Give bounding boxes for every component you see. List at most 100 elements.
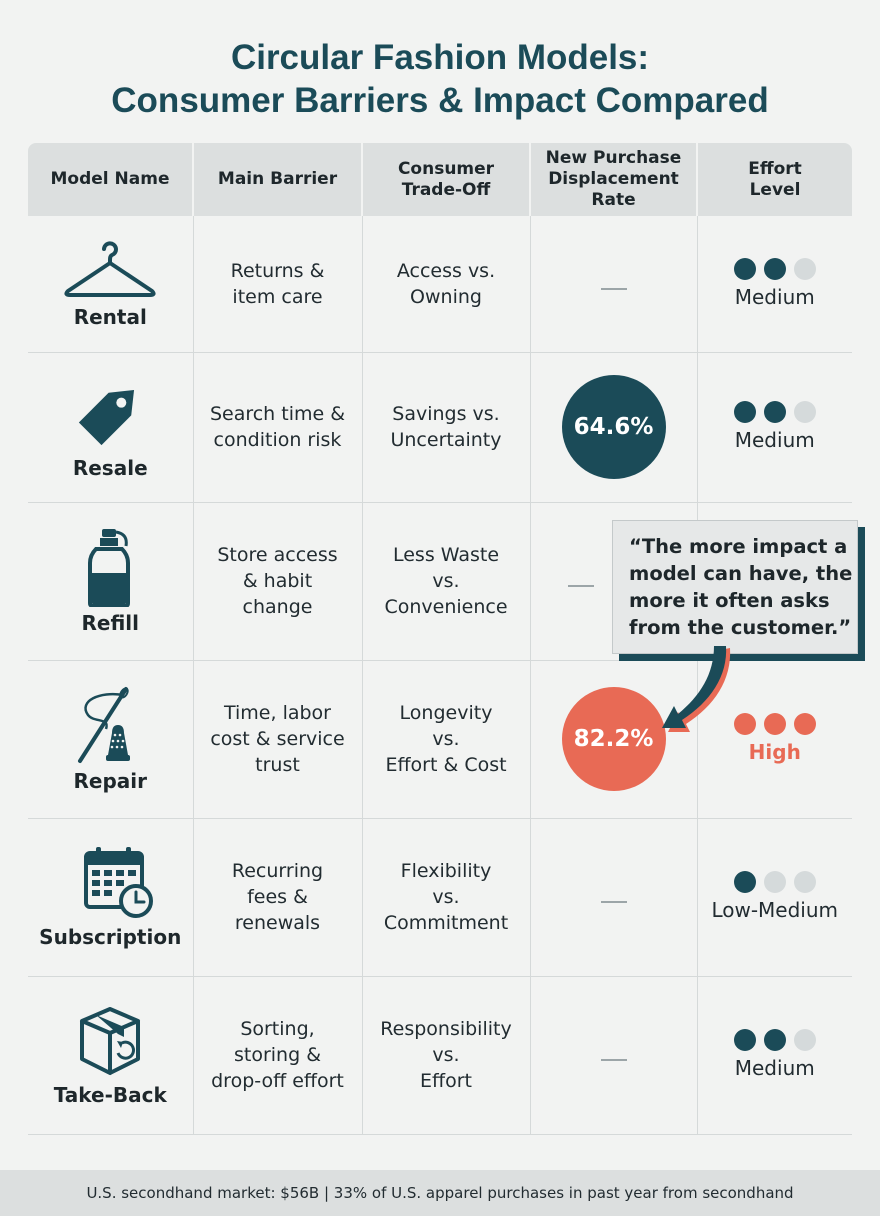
header-text: Trade-Off <box>401 179 491 200</box>
effort-cell: Low-Medium <box>696 818 853 977</box>
effort-cell: Medium <box>696 216 853 353</box>
table-row: Resale Search time & condition risk Savi… <box>28 352 853 503</box>
quote-callout: “The more impact a model can have, the m… <box>612 520 858 654</box>
model-cell: Rental <box>28 216 193 353</box>
header-text: New Purchase <box>545 148 682 168</box>
rate-circle: 82.2% <box>561 687 666 791</box>
model-cell: Refill <box>28 502 193 661</box>
effort-dot <box>733 1029 756 1051</box>
barrier-cell: Returns & item care <box>192 216 362 353</box>
empty-dash <box>600 287 627 290</box>
tradeoff-text: vs. <box>432 728 460 750</box>
empty-dash <box>567 585 594 587</box>
barrier-text: trust <box>255 754 300 776</box>
needle-thimble-icon <box>78 687 131 763</box>
tradeoff-text: Flexibility <box>400 860 492 882</box>
effort-cell: High <box>696 660 853 819</box>
model-cell: Subscription <box>28 818 193 977</box>
header-text: Rate <box>591 190 636 210</box>
header-text: Effort <box>748 158 802 179</box>
quote-line: more it often asks <box>629 589 830 612</box>
header-effort-level: Effort Level <box>696 143 852 216</box>
effort-dot <box>733 257 756 280</box>
effort-dot <box>733 871 756 893</box>
barrier-text: fees & <box>247 886 308 908</box>
barrier-text: Store access <box>217 544 338 566</box>
rate-cell <box>529 976 697 1135</box>
effort-label: Medium <box>734 1056 815 1080</box>
table-row: Rental Returns & item care Access vs. Ow… <box>28 216 853 353</box>
tradeoff-text: Effort <box>420 1070 472 1092</box>
barrier-text: Recurring <box>231 860 324 882</box>
barrier-text: cost & service <box>210 728 345 750</box>
tradeoff-text: Responsibility <box>380 1018 512 1040</box>
barrier-text: Time, labor <box>224 702 331 724</box>
price-tag-icon <box>79 389 135 446</box>
model-cell: Resale <box>28 352 193 503</box>
tradeoff-text: Commitment <box>383 912 509 934</box>
callout-arrow-icon <box>662 646 731 732</box>
barrier-cell: Time, labor cost & service trust <box>192 660 362 819</box>
header-text: Level <box>749 179 801 200</box>
barrier-cell: Store access & habit change <box>192 502 362 661</box>
header-consumer-tradeoff: Consumer Trade-Off <box>361 143 530 216</box>
tradeoff-text: Effort & Cost <box>385 754 507 776</box>
model-name: Repair <box>73 769 148 793</box>
barrier-text: storing & <box>233 1044 322 1066</box>
table-header-row: Model Name Main Barrier Consumer Trade-O… <box>28 143 852 216</box>
table-row: Subscription Recurring fees & renewals F… <box>28 818 853 977</box>
effort-dot <box>793 257 816 280</box>
barrier-cell: Recurring fees & renewals <box>192 818 362 977</box>
effort-dot <box>763 401 786 423</box>
effort-label: High <box>748 740 801 764</box>
effort-dots <box>698 871 853 893</box>
tradeoff-text: vs. <box>432 1044 460 1066</box>
barrier-cell: Sorting, storing & drop-off effort <box>192 976 362 1135</box>
rate-cell <box>529 818 697 977</box>
effort-dots <box>698 1029 853 1051</box>
effort-dot <box>793 871 816 893</box>
header-displacement-rate: New Purchase Displacement Rate <box>529 143 697 216</box>
effort-dot <box>763 713 786 735</box>
quote-line: from the customer.” <box>629 616 852 639</box>
model-name: Subscription <box>39 925 182 949</box>
tradeoff-cell: Flexibility vs. Commitment <box>361 818 530 977</box>
barrier-text: renewals <box>234 912 321 934</box>
effort-dot <box>763 871 786 893</box>
barrier-text: & habit <box>242 570 313 592</box>
barrier-text: Returns & <box>230 259 325 282</box>
tradeoff-cell: Savings vs. Uncertainty <box>361 352 530 503</box>
header-text: Displacement <box>548 169 679 189</box>
hanger-icon <box>64 241 156 297</box>
effort-dot <box>733 713 756 735</box>
barrier-text: condition risk <box>213 429 342 451</box>
barrier-text: Search time & <box>209 403 346 425</box>
barrier-text: drop-off effort <box>211 1070 344 1092</box>
model-name: Resale <box>72 456 148 480</box>
effort-label: Medium <box>734 284 815 309</box>
tradeoff-text: Less Waste <box>392 544 500 566</box>
effort-cell: Medium <box>696 352 853 503</box>
effort-dots <box>698 713 853 735</box>
rate-cell: 64.6% <box>529 352 697 503</box>
effort-dots <box>698 401 853 423</box>
tradeoff-text: Savings vs. <box>392 403 500 425</box>
barrier-text: item care <box>232 285 323 308</box>
effort-label: Medium <box>734 428 815 452</box>
tradeoff-cell: Longevity vs. Effort & Cost <box>361 660 530 819</box>
tradeoff-text: Owning <box>410 285 482 308</box>
model-name: Take-Back <box>53 1083 167 1107</box>
effort-dots <box>698 257 853 280</box>
empty-dash <box>600 901 627 903</box>
tradeoff-text: Convenience <box>384 596 508 618</box>
bottle-icon <box>88 529 131 607</box>
header-model-name: Model Name <box>28 143 193 216</box>
header-text: Consumer <box>397 158 495 179</box>
effort-label: Low-Medium <box>711 898 839 922</box>
effort-dot <box>793 1029 816 1051</box>
return-box-icon <box>80 1007 141 1075</box>
effort-dot <box>793 401 816 423</box>
title-line-1: Circular Fashion Models: <box>230 38 650 77</box>
tradeoff-cell: Access vs. Owning <box>361 216 530 353</box>
rate-cell <box>529 216 697 353</box>
